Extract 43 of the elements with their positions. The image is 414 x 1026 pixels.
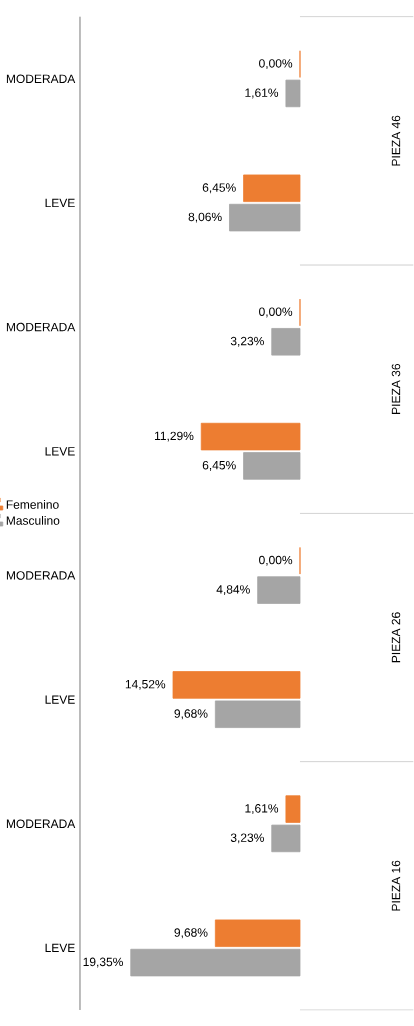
data-label: 4,84% (216, 585, 250, 596)
y-tick-label: LEVE (45, 447, 75, 456)
y-tick-label: LEVE (45, 943, 75, 953)
data-label: 0,00% (259, 59, 293, 70)
legend-label: Masculino (6, 516, 60, 525)
bar (243, 174, 301, 203)
data-label: 14,52% (125, 679, 166, 690)
y-tick-label: LEVE (45, 695, 75, 704)
bar (285, 795, 301, 823)
bar (200, 422, 301, 451)
bar (130, 948, 301, 977)
y-tick-label: MODERADA (6, 571, 76, 580)
bar (229, 203, 301, 232)
data-label: 8,06% (188, 212, 222, 223)
data-label: 3,23% (230, 833, 264, 844)
y-tick-label: MODERADA (6, 322, 76, 332)
data-label: 6,45% (202, 460, 236, 471)
bar (243, 452, 301, 480)
bar (172, 671, 301, 699)
text: PIEZA 26 (391, 612, 401, 663)
legend-label: Femenino (6, 499, 59, 509)
data-label: 1,61% (245, 804, 279, 815)
data-label: 19,35% (83, 957, 123, 968)
bar (271, 824, 301, 853)
text: PIEZA 46 (391, 115, 401, 166)
bar (214, 700, 301, 728)
data-label: 3,23% (230, 336, 264, 347)
data-label: 11,29% (154, 431, 194, 442)
text: PIEZA 36 (391, 364, 401, 414)
bar (271, 328, 301, 356)
bar (214, 919, 301, 947)
bar (257, 576, 301, 604)
data-label: 1,61% (245, 88, 279, 99)
y-tick-label: MODERADA (6, 819, 76, 829)
data-label: 0,00% (259, 555, 293, 566)
y-tick-label: LEVE (45, 198, 75, 208)
data-label: 6,45% (202, 183, 236, 194)
text: PIEZA 16 (391, 860, 401, 911)
bar (285, 79, 301, 108)
data-label: 9,68% (174, 709, 208, 720)
y-tick-label: MODERADA (6, 74, 76, 84)
data-label: 0,00% (259, 307, 293, 318)
data-label: 9,68% (174, 928, 208, 939)
